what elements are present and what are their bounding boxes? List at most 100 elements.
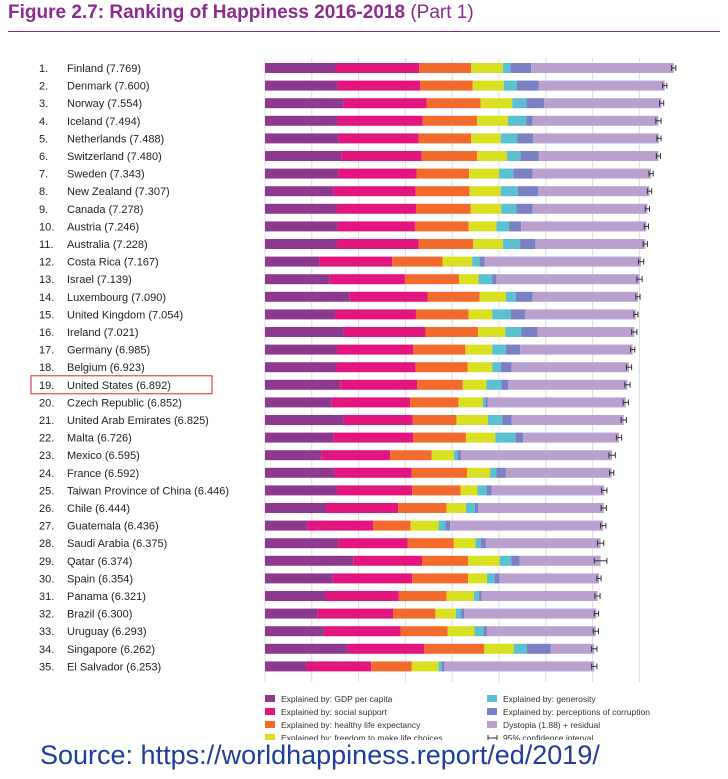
category-name-label: Iceland (7.494) xyxy=(67,116,140,128)
bar-segment xyxy=(473,591,480,601)
bar-segment xyxy=(410,520,439,531)
bar-segment xyxy=(516,203,533,214)
chart-row: 1. Finland (7.769) xyxy=(39,63,677,75)
legend-swatch xyxy=(487,708,497,715)
bar-segment xyxy=(265,274,330,285)
chart-row: 13. Israel (7.139) xyxy=(39,274,643,286)
bar-segment xyxy=(480,98,513,109)
bar-segment xyxy=(499,168,514,179)
bar-segment xyxy=(431,450,454,461)
bar-segment xyxy=(468,555,500,566)
bar-segment xyxy=(537,327,635,337)
chart-row: 21. United Arab Emirates (6.825) xyxy=(39,415,627,427)
bar-segment xyxy=(441,661,445,672)
bar-segment xyxy=(492,274,497,285)
chart-row: 17. Germany (6.985) xyxy=(39,344,636,357)
bar-segment xyxy=(426,98,481,109)
category-rank-label: 6. xyxy=(39,151,48,163)
bar-segment xyxy=(407,538,454,549)
bar-segment xyxy=(458,397,483,408)
bar-segment xyxy=(500,186,519,197)
category-rank-label: 16. xyxy=(39,327,54,339)
bar-segment xyxy=(265,362,337,373)
chart-row: 35. El Salvador (6.253) xyxy=(39,661,598,673)
category-rank-label: 28. xyxy=(39,538,54,550)
bar-segment xyxy=(326,503,399,513)
bar-segment xyxy=(445,520,451,531)
bar-segment xyxy=(505,291,516,302)
category-rank-label: 14. xyxy=(39,292,54,304)
bar-segment xyxy=(398,591,447,601)
category-rank-label: 26. xyxy=(39,503,54,515)
bar-segment xyxy=(508,379,628,390)
category-rank-label: 34. xyxy=(39,644,54,656)
bar-segment xyxy=(265,186,334,197)
bar-segment xyxy=(337,344,414,355)
bar-segment xyxy=(476,115,509,126)
chart-row: 15. United Kingdom (7.054) xyxy=(39,309,639,321)
bar-segment xyxy=(486,573,495,584)
bar-segment xyxy=(412,415,457,425)
category-rank-label: 3. xyxy=(39,98,48,110)
bar-segment xyxy=(333,432,414,443)
bar-segment xyxy=(467,362,493,373)
bar-segment xyxy=(334,467,412,478)
bar-segment xyxy=(329,274,405,285)
bar-segment xyxy=(265,256,320,267)
category-name-label: Ireland (7.021) xyxy=(67,327,139,339)
bar-segment xyxy=(465,503,475,513)
chart-title: Figure 2.7: Ranking of Happiness 2016-20… xyxy=(8,0,474,26)
bar-segment xyxy=(336,362,416,373)
bar-segment xyxy=(444,661,595,672)
bar-segment xyxy=(415,362,468,373)
bar-segment xyxy=(511,555,520,566)
bar-segment xyxy=(481,591,598,601)
bar-segment xyxy=(319,256,393,267)
bar-segment xyxy=(411,661,439,672)
bar-segment xyxy=(453,450,458,461)
bar-segment xyxy=(521,221,647,232)
category-name-label: France (6.592) xyxy=(67,468,139,480)
bar-segment xyxy=(338,168,417,179)
category-name-label: Panama (6.321) xyxy=(67,591,146,603)
category-rank-label: 1. xyxy=(39,63,48,75)
legend-label: Explained by: perceptions of corruption xyxy=(503,707,650,717)
bar-segment xyxy=(520,344,633,355)
bar-segment xyxy=(502,63,511,73)
category-rank-label: 22. xyxy=(39,433,54,445)
bar-segment xyxy=(526,98,545,109)
bar-segment xyxy=(468,309,493,320)
chart-row: 4. Iceland (7.494) xyxy=(39,115,662,128)
chart-row: 22. Malta (6.726) xyxy=(39,432,623,445)
bar-segment xyxy=(483,626,487,637)
bar-segment xyxy=(459,274,479,285)
category-rank-label: 30. xyxy=(39,573,54,585)
chart-row: 11. Australia (7.228) xyxy=(39,239,648,251)
bar-segment xyxy=(501,203,517,214)
bar-segment xyxy=(425,327,479,337)
category-rank-label: 29. xyxy=(39,556,54,568)
bar-segment xyxy=(495,432,516,443)
chart-row: 14. Luxembourg (7.090) xyxy=(39,291,641,304)
bar-segment xyxy=(487,397,626,408)
bar-segment xyxy=(265,573,333,584)
bar-segment xyxy=(478,503,604,513)
category-name-label: Qatar (6.374) xyxy=(67,556,132,568)
bar-segment xyxy=(447,626,475,637)
category-rank-label: 24. xyxy=(39,468,54,480)
bar-segment xyxy=(499,573,600,584)
bar-segment xyxy=(479,591,482,601)
bar-segment xyxy=(471,63,503,73)
category-rank-label: 11. xyxy=(39,239,53,251)
bar-segment xyxy=(531,63,674,73)
chart-rows: 1. Finland (7.769) 2. Denmark (7.600) 3. Norw… xyxy=(30,63,677,673)
bar-segment xyxy=(470,203,502,214)
chart-row: 32. Brazil (6.300) xyxy=(39,608,599,621)
bar-segment xyxy=(265,80,338,91)
bar-segment xyxy=(265,98,344,109)
bar-segment xyxy=(422,115,477,126)
bar-segment xyxy=(472,80,504,91)
bar-segment xyxy=(486,626,596,637)
chart-row: 33. Uruguay (6.293) xyxy=(39,626,599,638)
bar-segment xyxy=(410,397,459,408)
